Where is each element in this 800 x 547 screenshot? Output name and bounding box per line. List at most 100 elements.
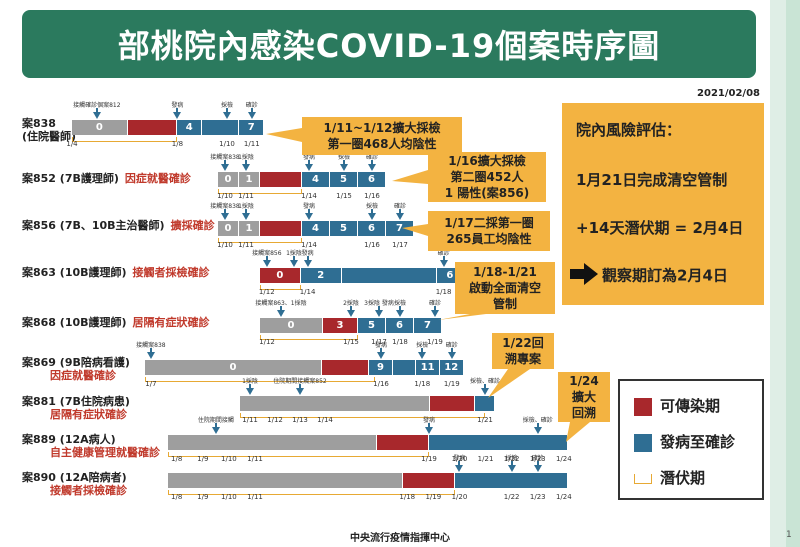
incubation-bracket: [218, 189, 302, 194]
event-label: 接觸案838: [210, 203, 240, 210]
arrow-right-icon: [570, 263, 598, 289]
down-arrow-icon: [533, 465, 542, 472]
date-tick-label: 1/15: [343, 338, 359, 346]
down-arrow-icon: [308, 160, 310, 164]
timeline-segment-onset: 2: [300, 268, 342, 283]
callout-clearance-control: 1/18-1/21 啟動全面清空 管制: [455, 262, 555, 314]
case-tag: 擴採確診: [170, 219, 215, 232]
down-arrow-icon: [450, 348, 453, 352]
date-tick-label: 1/10: [217, 241, 233, 249]
down-arrow-icon: [224, 160, 226, 164]
date-tick-label: 1/18: [435, 288, 452, 296]
date-tick-label: 1/16: [364, 192, 380, 200]
timeline-segment-infectious: [402, 473, 456, 488]
case-label: 案856 (7B、10B主治醫師) 擴採確診: [22, 219, 215, 232]
timeline-segment-onset: 4: [177, 120, 203, 135]
event-label: 1採陰: [242, 378, 258, 385]
down-arrow-icon: [305, 213, 313, 220]
date-tick-label: 1/21: [477, 416, 493, 424]
event-label: 採檢: [220, 102, 234, 109]
timeline-segment-infectious: [376, 435, 429, 450]
date-tick-label: 1/14: [301, 241, 317, 249]
down-arrow-icon: [378, 306, 380, 310]
event-label: 接觸案838: [136, 342, 166, 349]
date-tick-label: 1/22: [503, 493, 520, 501]
timeline-segment-onset: 12: [440, 360, 464, 375]
case-desc: (7B、10B主治醫師): [55, 219, 165, 232]
case-desc: (7B護理師): [55, 172, 119, 185]
down-arrow-icon: [214, 423, 217, 427]
date-tick-label: 1/11: [242, 416, 258, 424]
incubation-bracket: [240, 413, 485, 418]
date-tick-label: 1/15: [336, 192, 352, 200]
date-tick-label: 1/11: [238, 192, 254, 200]
date-tick-label: 1/19: [427, 338, 443, 346]
risk-clearance-date: 1月21日完成清空管制: [576, 171, 728, 189]
timeline-segment-other: 1: [239, 221, 260, 236]
case-label: 案838 (住院醫師): [22, 117, 76, 143]
timeline-segment-other: 0: [218, 172, 239, 187]
risk-observation-period: 觀察期訂為2月4日: [570, 263, 728, 289]
event-label: 接觸案856: [252, 250, 282, 257]
date-tick-label: 1/14: [301, 192, 317, 200]
down-arrow-icon: [442, 256, 445, 260]
event-label: 發病: [453, 455, 466, 462]
date-tick-label: 1/14: [317, 416, 333, 424]
event-label: 發病: [422, 417, 436, 424]
event-label: 發病: [302, 203, 316, 210]
callout-retrospective-project: 1/22回 溯專案: [492, 333, 554, 369]
case-name: 案868: [22, 316, 56, 329]
incubation-bracket: [168, 490, 456, 495]
timeline-segment-onset: 6: [386, 318, 414, 333]
legend-item-incubation: 潛伏期: [634, 467, 705, 488]
timeline-segment-other: 0: [218, 221, 239, 236]
event-label: 發病: [374, 342, 388, 349]
down-arrow-icon: [296, 388, 304, 395]
legend-label-incubation: 潛伏期: [660, 469, 706, 487]
legend-label-infectious: 可傳染期: [660, 397, 721, 415]
date-tick-label: 1/21: [477, 455, 494, 463]
event-label: 採檢: [337, 154, 351, 161]
down-arrow-icon: [250, 108, 253, 112]
date-tick-label: 1/23: [529, 493, 546, 501]
down-arrow-icon: [368, 164, 376, 171]
timeline-segment-onset: [475, 396, 495, 411]
case-tag: 因症就醫確診: [50, 369, 116, 382]
timeline-segment-other: 1: [239, 172, 260, 187]
date-tick-label: 1/20: [451, 493, 468, 501]
decor-side-band-dark: [786, 0, 800, 547]
timeline-segment-infectious: [260, 172, 302, 187]
down-arrow-icon: [368, 213, 376, 220]
down-arrow-icon: [306, 256, 309, 260]
legend-swatch-incubation: [634, 473, 652, 484]
event-label: 3採陰 發病: [364, 300, 394, 307]
down-arrow-icon: [173, 112, 182, 119]
case-label: 案868 (10B護理師) 居隔有症狀確診: [22, 316, 210, 329]
timeline-segment-other: [168, 435, 377, 450]
date-tick-label: 1/16: [364, 241, 380, 249]
timeline-segment-onset: 4: [302, 172, 330, 187]
timeline-segment-other: 0: [72, 120, 128, 135]
down-arrow-icon: [455, 465, 464, 472]
timeline-segment-other: [240, 396, 430, 411]
case-label: 案881 (7B住院病患) 居隔有症狀確診: [22, 395, 130, 421]
report-date: 2021/02/08: [697, 88, 760, 99]
case-label: 案890 (12A陪病者) 接觸者採檢確診: [22, 471, 127, 497]
incubation-bracket: [72, 137, 178, 142]
down-arrow-icon: [484, 384, 486, 388]
legend-swatch-infectious: [634, 397, 652, 416]
down-arrow-icon: [510, 461, 513, 465]
date-tick-label: 1/13: [292, 416, 308, 424]
case-desc: (住院醫師): [22, 130, 77, 143]
timeline-segment-infectious: 3: [323, 318, 358, 333]
case-name: 案869: [22, 356, 56, 369]
date-tick-label: 1/4: [66, 140, 78, 148]
event-label: 確診: [531, 455, 544, 462]
down-arrow-icon: [428, 423, 430, 427]
event-label: 確診: [445, 342, 458, 349]
down-arrow-icon: [458, 461, 461, 465]
legend-label-onset: 發病至確診: [660, 433, 736, 451]
event-label: 採檢: [365, 203, 379, 210]
date-tick-label: 1/11: [238, 241, 254, 249]
title-banner: 部桃院內感染COVID-19個案時序圖: [22, 10, 756, 78]
